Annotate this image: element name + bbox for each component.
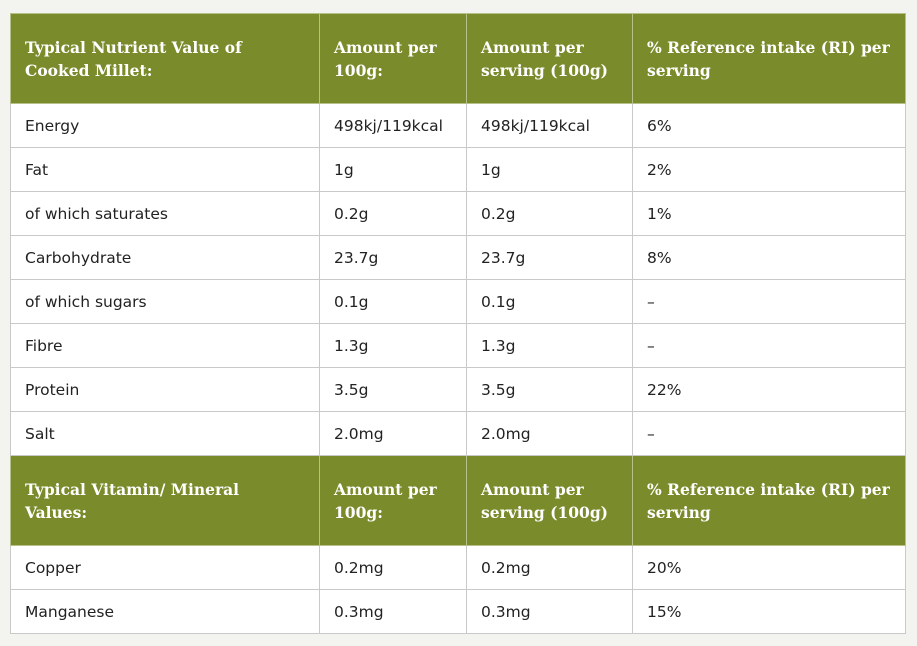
reference-intake: – <box>632 323 906 368</box>
vitamin-header-row: Typical Vitamin/ Mineral Values: Amount … <box>10 455 906 546</box>
amount-per-serving: 1.3g <box>466 323 633 368</box>
amount-per-serving: 0.3mg <box>466 589 633 634</box>
nutrition-table-container: Typical Nutrient Value of Cooked Millet:… <box>10 13 906 634</box>
table-row: Salt 2.0mg 2.0mg – <box>10 411 906 456</box>
amount-per-100g: 0.2g <box>319 191 467 236</box>
amount-per-100g: 0.1g <box>319 279 467 324</box>
table-row: Protein 3.5g 3.5g 22% <box>10 367 906 412</box>
amount-per-serving: 23.7g <box>466 235 633 280</box>
nutrient-name: Protein <box>10 367 320 412</box>
table-row: Carbohydrate 23.7g 23.7g 8% <box>10 235 906 280</box>
reference-intake: 6% <box>632 103 906 148</box>
header-amount-per-100g: Amount per 100g: <box>319 455 467 546</box>
header-vitamin-name: Typical Vitamin/ Mineral Values: <box>10 455 320 546</box>
reference-intake: – <box>632 279 906 324</box>
nutrient-name: Fibre <box>10 323 320 368</box>
amount-per-100g: 3.5g <box>319 367 467 412</box>
amount-per-serving: 1g <box>466 147 633 192</box>
amount-per-100g: 23.7g <box>319 235 467 280</box>
header-reference-intake: % Reference intake (RI) per serving <box>632 455 906 546</box>
table-row: Energy 498kj/119kcal 498kj/119kcal 6% <box>10 103 906 148</box>
reference-intake: 8% <box>632 235 906 280</box>
nutrition-table: Typical Nutrient Value of Cooked Millet:… <box>10 13 906 634</box>
amount-per-serving: 0.2mg <box>466 545 633 590</box>
mineral-name: Copper <box>10 545 320 590</box>
nutrient-name: Carbohydrate <box>10 235 320 280</box>
header-amount-per-serving: Amount per serving (100g) <box>466 13 633 104</box>
header-amount-per-100g: Amount per 100g: <box>319 13 467 104</box>
amount-per-100g: 0.2mg <box>319 545 467 590</box>
table-row: Copper 0.2mg 0.2mg 20% <box>10 545 906 590</box>
table-row: Fat 1g 1g 2% <box>10 147 906 192</box>
reference-intake: 22% <box>632 367 906 412</box>
reference-intake: 20% <box>632 545 906 590</box>
reference-intake: 15% <box>632 589 906 634</box>
header-nutrient-name: Typical Nutrient Value of Cooked Millet: <box>10 13 320 104</box>
amount-per-100g: 2.0mg <box>319 411 467 456</box>
amount-per-100g: 498kj/119kcal <box>319 103 467 148</box>
amount-per-100g: 1g <box>319 147 467 192</box>
nutrient-name: Fat <box>10 147 320 192</box>
nutrient-name: Energy <box>10 103 320 148</box>
amount-per-serving: 0.2g <box>466 191 633 236</box>
amount-per-serving: 498kj/119kcal <box>466 103 633 148</box>
mineral-name: Manganese <box>10 589 320 634</box>
nutrient-name: Salt <box>10 411 320 456</box>
amount-per-serving: 0.1g <box>466 279 633 324</box>
amount-per-serving: 3.5g <box>466 367 633 412</box>
nutrient-name: of which saturates <box>10 191 320 236</box>
table-row: Manganese 0.3mg 0.3mg 15% <box>10 589 906 634</box>
header-reference-intake: % Reference intake (RI) per serving <box>632 13 906 104</box>
table-row: Fibre 1.3g 1.3g – <box>10 323 906 368</box>
nutrient-name: of which sugars <box>10 279 320 324</box>
nutrient-header-row: Typical Nutrient Value of Cooked Millet:… <box>10 13 906 104</box>
reference-intake: – <box>632 411 906 456</box>
table-row: of which sugars 0.1g 0.1g – <box>10 279 906 324</box>
reference-intake: 1% <box>632 191 906 236</box>
table-row: of which saturates 0.2g 0.2g 1% <box>10 191 906 236</box>
amount-per-100g: 0.3mg <box>319 589 467 634</box>
amount-per-serving: 2.0mg <box>466 411 633 456</box>
header-amount-per-serving: Amount per serving (100g) <box>466 455 633 546</box>
amount-per-100g: 1.3g <box>319 323 467 368</box>
reference-intake: 2% <box>632 147 906 192</box>
